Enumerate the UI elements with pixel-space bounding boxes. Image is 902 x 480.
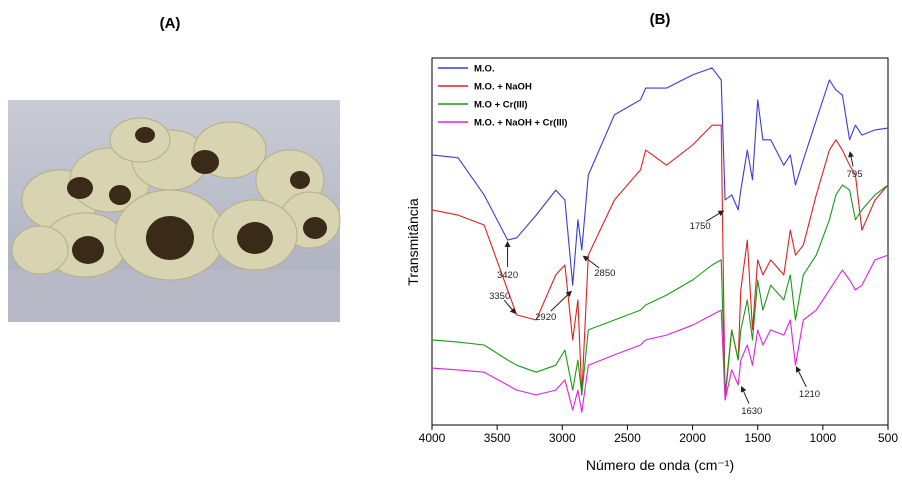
annotation-label: 1630 xyxy=(741,406,762,417)
annotation-arrow xyxy=(582,255,600,269)
x-tick-label: 4000 xyxy=(419,431,446,445)
spectrum-line xyxy=(431,184,889,396)
spectrum-line xyxy=(431,67,889,286)
annotation-label: 3420 xyxy=(497,270,518,281)
x-tick-label: 1500 xyxy=(744,431,771,445)
x-tick-label: 3500 xyxy=(484,431,511,445)
annotation-label: 3350 xyxy=(489,291,510,302)
annotation-label: 2850 xyxy=(594,268,615,279)
annotation-arrow xyxy=(705,210,725,222)
panel-label: (A) xyxy=(160,15,181,32)
x-tick-label: 2500 xyxy=(614,431,641,445)
spectrum-line xyxy=(431,254,889,413)
legend-label: M.O. + NaOH + Cr(III) xyxy=(474,118,567,129)
annotation-arrow xyxy=(503,299,517,315)
annotation-label: 1210 xyxy=(799,389,820,400)
legend-label: M.O. xyxy=(474,64,495,75)
annotation-arrow xyxy=(795,366,807,388)
annotation-arrow xyxy=(740,385,750,404)
plot-frame xyxy=(431,57,889,426)
x-tick-label: 3000 xyxy=(549,431,576,445)
x-tick-label: 500 xyxy=(878,431,898,445)
legend-label: M.O. + NaOH xyxy=(474,82,532,93)
annotation-label: 1750 xyxy=(690,221,711,232)
y-axis-label: Transmitância xyxy=(405,198,421,286)
annotation-label: 795 xyxy=(847,169,863,180)
seed-photo xyxy=(8,100,341,322)
annotation-arrow xyxy=(550,290,572,312)
x-tick-label: 1000 xyxy=(810,431,837,445)
x-tick-label: 2000 xyxy=(679,431,706,445)
spectrum-line xyxy=(431,124,889,401)
annotation-label: 2920 xyxy=(535,312,556,323)
panel-label: (B) xyxy=(650,11,671,28)
annotation-arrow xyxy=(848,151,854,167)
legend-label: M.O + Cr(III) xyxy=(474,100,528,111)
x-axis-label: Número de onda (cm⁻¹) xyxy=(586,457,734,473)
